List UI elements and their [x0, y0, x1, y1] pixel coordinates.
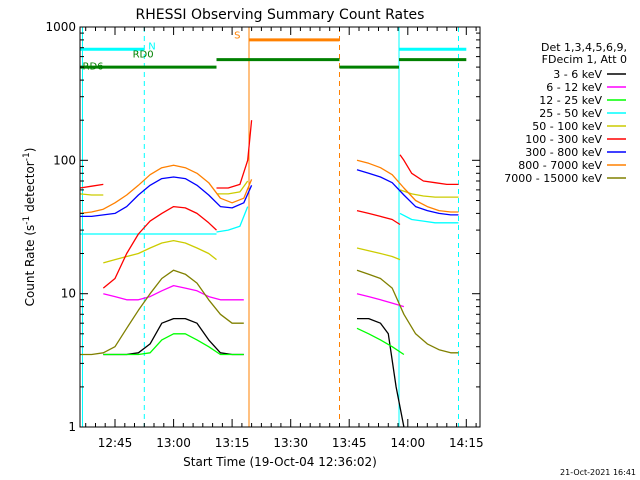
- legend-label: 100 - 300 keV: [525, 133, 602, 146]
- legend: Det 1,3,4,5,6,9, FDecim 1, Att 0 3 - 6 k…: [504, 41, 627, 185]
- series-line-5-0: [79, 183, 104, 189]
- series-line-5-3: [356, 209, 401, 226]
- plot-area: N S RD0 RD6: [79, 27, 467, 428]
- y-tick-label: 1: [68, 420, 76, 434]
- series-line-0-1: [357, 317, 405, 428]
- series-line-4-0: [79, 193, 104, 196]
- legend-label: 300 - 800 keV: [525, 146, 602, 159]
- series-line-1-1: [356, 293, 405, 308]
- timestamp: 21-Oct-2021 16:41: [560, 468, 636, 477]
- x-axis-label: Start Time (19-Oct-04 12:36:02): [183, 455, 377, 469]
- legend-label: 6 - 12 keV: [546, 81, 602, 94]
- series-line-3-2: [399, 212, 459, 224]
- series-line-8-1: [356, 269, 459, 354]
- legend-label: 50 - 100 keV: [532, 120, 602, 133]
- series-line-4-2: [216, 180, 249, 195]
- y-axis-label-part: detector: [23, 161, 37, 216]
- legend-header-line-1: Det 1,3,4,5,6,9,: [541, 41, 627, 54]
- flag-label-s: S: [234, 31, 240, 42]
- series-line-5-1: [102, 205, 217, 289]
- flag-label-rd6: RD6: [83, 62, 104, 73]
- y-axis-label-part: Count Rate (s: [23, 225, 37, 307]
- plot-frame: [79, 26, 481, 428]
- x-tick-label: 12:45: [98, 436, 133, 450]
- series-line-5-4: [399, 154, 459, 186]
- series-line-8-0: [80, 269, 244, 356]
- series-line-7-0: [79, 164, 253, 215]
- x-axis: 12:45 13:00 13:15 13:30 13:45 14:00 14:15: [85, 27, 484, 450]
- legend-label: 7000 - 15000 keV: [504, 172, 602, 185]
- legend-label: 25 - 50 keV: [539, 107, 602, 120]
- series-line-2-1: [356, 327, 405, 356]
- flag-label-n: N: [148, 41, 155, 52]
- x-tick-label: 14:00: [391, 436, 426, 450]
- x-tick-label: 13:15: [215, 436, 250, 450]
- y-axis: 1 10 100 1000: [45, 20, 480, 434]
- legend-header-line-2: FDecim 1, Att 0: [542, 53, 627, 66]
- chart-title: RHESSI Observing Summary Count Rates: [136, 7, 425, 23]
- y-tick-label: 10: [61, 287, 76, 301]
- legend-label: 800 - 7000 keV: [518, 159, 602, 172]
- y-tick-label: 1000: [45, 20, 76, 34]
- x-tick-label: 13:45: [332, 436, 367, 450]
- series-line-6-0: [80, 176, 253, 218]
- x-tick-label: 14:15: [449, 436, 484, 450]
- y-tick-label: 100: [53, 153, 76, 167]
- series-line-2-0: [103, 333, 244, 356]
- series-line-3-1: [216, 206, 249, 233]
- series-line-4-1: [103, 239, 217, 264]
- y-axis-label-part: ): [23, 148, 37, 153]
- series-line-6-1: [356, 169, 459, 216]
- series-line-4-4: [399, 189, 459, 198]
- y-axis-label-superscript: -1: [22, 216, 32, 225]
- legend-label: 3 - 6 keV: [553, 68, 602, 81]
- series-line-1-0: [103, 284, 244, 301]
- y-axis-label-superscript: -1: [22, 152, 32, 161]
- flag-label-rd0: RD0: [133, 50, 154, 61]
- series-line-7-1: [356, 159, 459, 213]
- x-tick-label: 13:30: [273, 436, 308, 450]
- legend-label: 12 - 25 keV: [539, 94, 602, 107]
- series-line-4-3: [356, 247, 401, 261]
- y-axis-label: Count Rate (s-1 detector-1): [22, 148, 37, 307]
- series-line-5-2: [216, 120, 253, 189]
- x-tick-label: 13:00: [156, 436, 191, 450]
